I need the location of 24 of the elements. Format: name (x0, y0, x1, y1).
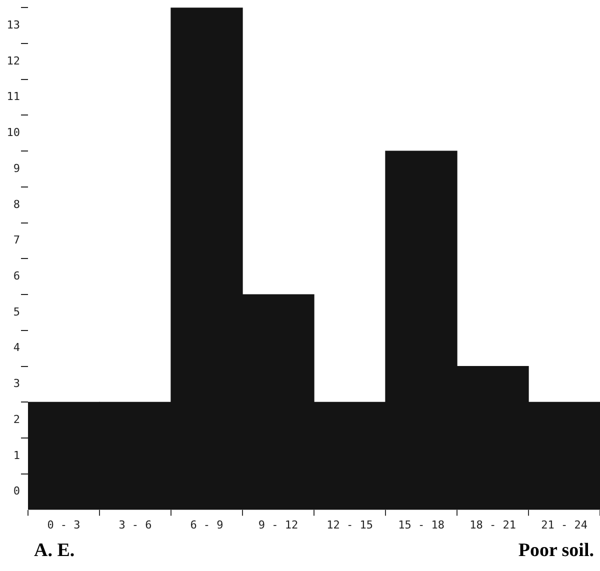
x-tick-label: 15 - 18 (398, 518, 444, 532)
y-tick-label: 6 (13, 269, 20, 282)
x-tick-label: 3 - 6 (118, 518, 152, 532)
y-tick-label: 12 (6, 54, 20, 68)
x-tick-label: 18 - 21 (470, 518, 516, 532)
text: A. E. (34, 540, 75, 561)
y-tick-label: 5 (13, 305, 20, 318)
y-tick-label: 4 (13, 341, 20, 354)
y-tick-label: 13 (6, 18, 20, 32)
x-tick-label: 0 - 3 (47, 518, 80, 532)
x-tick-label: 12 - 15 (326, 518, 373, 532)
y-tick-label: 9 (13, 162, 20, 175)
y-tick-label: 11 (6, 90, 20, 104)
y-tick-label: 1 (13, 448, 20, 462)
y-tick-label: 0 (13, 484, 20, 498)
x-tick-label: 21 - 24 (541, 518, 588, 532)
y-tick-label: 8 (13, 198, 20, 211)
y-tick-label: 10 (6, 126, 20, 140)
y-tick-label: 7 (13, 234, 20, 247)
text: Poor soil. (518, 540, 594, 561)
x-tick-label: 6 - 9 (190, 518, 224, 532)
x-tick-label: 9 - 12 (258, 518, 298, 532)
y-tick-label: 2 (13, 412, 20, 426)
y-tick-label: 3 (13, 377, 20, 390)
